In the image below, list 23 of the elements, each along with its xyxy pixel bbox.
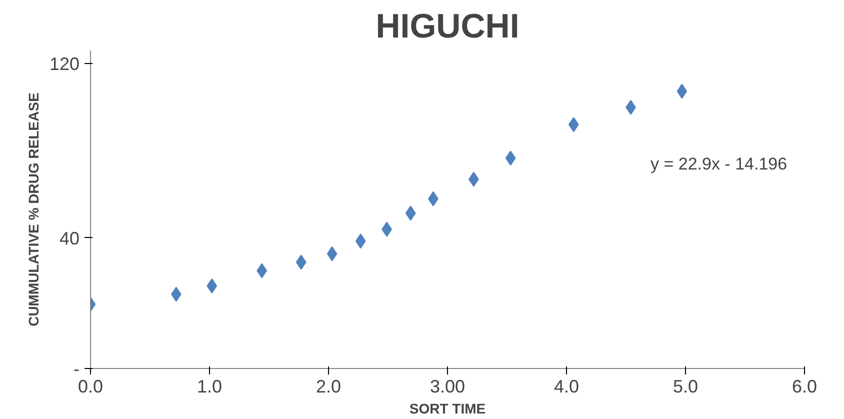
x-tick-label: 5.0 bbox=[672, 376, 698, 396]
x-tick-label: 2.0 bbox=[316, 376, 342, 396]
point bbox=[676, 84, 688, 99]
point bbox=[405, 206, 416, 221]
y-tick-label: - bbox=[74, 359, 80, 379]
x-tick-label: 1.0 bbox=[196, 376, 222, 396]
point bbox=[326, 246, 338, 262]
annotation: y = 22.9x - 14.196 bbox=[650, 154, 788, 174]
point bbox=[256, 263, 268, 278]
x-tick-label: 6.0 bbox=[792, 376, 818, 396]
point bbox=[206, 278, 218, 294]
y-tick-label: 120 bbox=[49, 54, 80, 74]
chart-title: HIGUCHI bbox=[376, 8, 520, 46]
y-axis-title: CUMMULATIVE % DRUG RELEASE bbox=[25, 92, 42, 326]
x-tick-label: 3.00 bbox=[430, 376, 466, 396]
x-tick-label: 4.0 bbox=[554, 376, 580, 396]
point bbox=[568, 117, 579, 132]
y-tick-label: 40 bbox=[59, 228, 80, 248]
point bbox=[355, 234, 366, 249]
x-axis-title: SORT TIME bbox=[409, 400, 486, 416]
point bbox=[505, 150, 516, 166]
x-tick-label: 0.0 bbox=[78, 376, 104, 396]
point bbox=[296, 254, 306, 270]
